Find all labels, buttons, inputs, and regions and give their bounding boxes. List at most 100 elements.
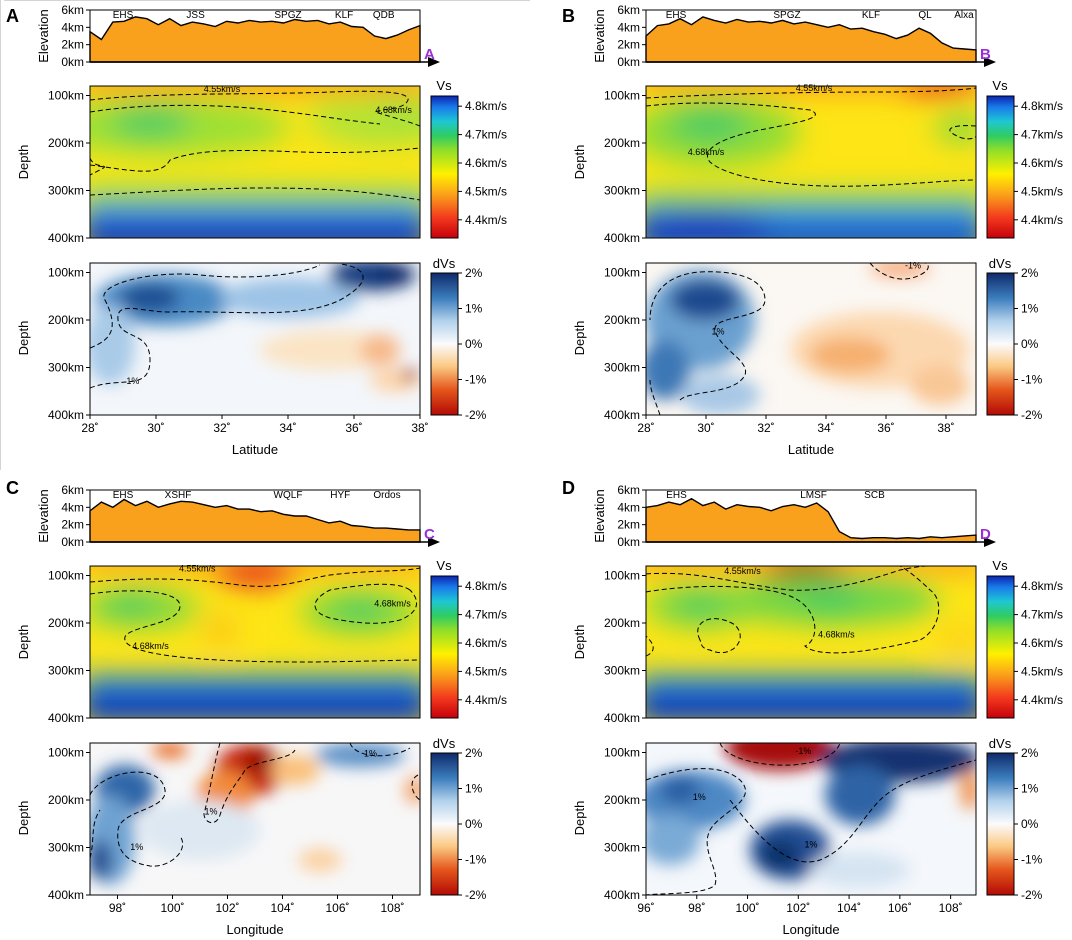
depth-tick-label: 300km: [604, 361, 640, 375]
dvs-colorbar-ticks-d: 2% 1% 0% -1% -2%: [1014, 746, 1043, 902]
x-tick-label: 100˚: [160, 901, 184, 915]
depth-tick-label: 100km: [48, 89, 84, 103]
x-tick-label: 36˚: [877, 421, 894, 435]
vs-section-c: 100km 200km 300km 400km 4.55km/s 4.68km/s 4.6…: [16, 558, 507, 725]
dvs-section-d: 100km 200km 300km 400km -1% 1% 1% Depth dVs 2…: [572, 736, 1043, 937]
colorbar-tick-label: -1%: [465, 853, 487, 867]
vs-colorbar-a: [430, 95, 459, 239]
dvs-contour-labels-c: 1% 1% 1%: [130, 748, 377, 852]
feature-label: EHS: [113, 10, 134, 21]
elevation-tick-label: 0km: [61, 55, 84, 69]
x-tick-label: 32˚: [757, 421, 774, 435]
x-tick-label: 98˚: [109, 901, 126, 915]
panel-c: C 6km 4km 2km 0km EHS XSHF WQLF HYF Ordos Eleva…: [6, 478, 507, 937]
elevation-tick-label: 2km: [617, 38, 640, 52]
vs-yticks-b: 100km 200km 300km 400km: [604, 89, 646, 245]
vs-ylabel-a: Depth: [16, 145, 31, 180]
colorbar-tick-label: 2%: [465, 746, 483, 760]
feature-label: EHS: [113, 490, 134, 501]
colorbar-tick-label: 0%: [465, 337, 483, 351]
x-tick-label: 104˚: [270, 901, 294, 915]
depth-tick-label: 200km: [48, 616, 84, 630]
feature-label: SCB: [864, 490, 885, 501]
depth-tick-label: 400km: [604, 408, 640, 422]
x-tick-label: 32˚: [213, 421, 230, 435]
elevation-tick-label: 0km: [61, 535, 84, 549]
contour-label: 1%: [130, 842, 143, 852]
contour-label: 1%: [804, 840, 817, 850]
depth-tick-label: 300km: [48, 841, 84, 855]
x-tick-label: 96˚: [637, 901, 654, 915]
contour-label: 4.68km/s: [374, 598, 411, 608]
vs-contour-labels-d: 4.55km/s 4.68km/s: [724, 566, 855, 639]
elevation-tick-label: 2km: [617, 518, 640, 532]
dvs-colorbar-title-b: dVs: [989, 256, 1012, 271]
panel-letter-a: A: [6, 6, 19, 26]
x-axis-label-b: Latitude: [788, 442, 834, 457]
x-tick-label: 36˚: [345, 421, 362, 435]
contour-label: 1%: [204, 806, 217, 816]
vs-colorbar-ticks-d: 4.8km/s 4.7km/s 4.6km/s 4.5km/s 4.4km/s: [1014, 579, 1063, 707]
panel-a: A 6km 4km 2km 0km EHS JSS SPGZ KLF QDB Elevatio…: [6, 3, 507, 457]
elevation-tick-label: 0km: [617, 535, 640, 549]
dvs-ylabel-c: Depth: [16, 801, 31, 836]
contour-label: -1%: [795, 746, 811, 756]
colorbar-tick-label: 4.7km/s: [465, 128, 507, 142]
colorbar-tick-label: 0%: [465, 817, 483, 831]
depth-tick-label: 200km: [604, 136, 640, 150]
colorbar-tick-label: 2%: [1021, 746, 1039, 760]
elevation-yticks-b: 6km 4km 2km 0km: [617, 3, 646, 69]
colorbar-tick-label: -1%: [1021, 373, 1043, 387]
vs-ylabel-c: Depth: [16, 625, 31, 660]
dvs-colorbar-b: [986, 272, 1015, 416]
elevation-profile-b: [645, 16, 977, 63]
x-axis-label-c: Longitude: [226, 922, 283, 937]
colorbar-tick-label: -2%: [1021, 408, 1043, 422]
contour-label: 1%: [693, 792, 706, 802]
vs-colorbar-b: [986, 95, 1015, 239]
dvs-section-c: 100km 200km 300km 400km 1% 1% 1% Depth dVs 2%…: [16, 736, 487, 937]
vs-colorbar-d: [986, 575, 1015, 719]
feature-label: WQLF: [274, 490, 303, 501]
dvs-colorbar-title-a: dVs: [433, 256, 456, 271]
depth-tick-label: 200km: [604, 313, 640, 327]
vs-yticks-d: 100km 200km 300km 400km: [604, 569, 646, 725]
depth-tick-label: 100km: [48, 569, 84, 583]
elevation-ylabel-d: Elevation: [592, 489, 607, 542]
x-ticks-b: 28˚ 30˚ 32˚ 34˚ 36˚ 38˚: [637, 415, 955, 435]
vs-colorbar-ticks-b: 4.8km/s 4.7km/s 4.6km/s 4.5km/s 4.4km/s: [1014, 99, 1063, 227]
depth-tick-label: 400km: [604, 231, 640, 245]
colorbar-tick-label: 0%: [1021, 817, 1039, 831]
colorbar-tick-label: 1%: [1021, 302, 1039, 316]
depth-tick-label: 300km: [604, 184, 640, 198]
x-tick-label: 30˚: [147, 421, 164, 435]
elevation-yticks-c: 6km 4km 2km 0km: [61, 483, 90, 549]
vs-contour-labels-b: 4.55km/s 4.68km/s: [688, 83, 833, 157]
colorbar-tick-label: 1%: [1021, 782, 1039, 796]
feature-label: KLF: [862, 10, 880, 21]
feature-label: JSS: [186, 10, 205, 21]
x-tick-label: 34˚: [817, 421, 834, 435]
feature-label: EHS: [666, 490, 687, 501]
contour-label: 4.68km/s: [375, 105, 412, 115]
depth-tick-label: 400km: [48, 231, 84, 245]
depth-tick-label: 300km: [604, 664, 640, 678]
vs-section-b: 100km 200km 300km 400km 4.55km/s 4.68km/s De…: [572, 78, 1063, 245]
depth-tick-label: 400km: [48, 711, 84, 725]
depth-tick-label: 400km: [604, 888, 640, 902]
vs-colorbar-c: [430, 575, 459, 719]
colorbar-tick-label: 0%: [1021, 337, 1039, 351]
feature-label: LMSF: [800, 490, 827, 501]
colorbar-tick-label: 4.6km/s: [465, 636, 507, 650]
x-tick-label: 104˚: [837, 901, 861, 915]
contour-label: 4.55km/s: [724, 566, 761, 576]
vs-contour-labels-a: 4.55km/s 4.68km/s: [204, 84, 413, 115]
x-axis-label-d: Longitude: [782, 922, 839, 937]
depth-tick-label: 100km: [604, 569, 640, 583]
x-tick-label: 102˚: [215, 901, 239, 915]
dvs-contour-labels-d: -1% 1% 1%: [693, 746, 818, 850]
end-label-d: D: [980, 526, 991, 543]
x-tick-label: 28˚: [81, 421, 98, 435]
depth-tick-label: 200km: [48, 313, 84, 327]
vs-colorbar-title-c: Vs: [436, 558, 452, 573]
